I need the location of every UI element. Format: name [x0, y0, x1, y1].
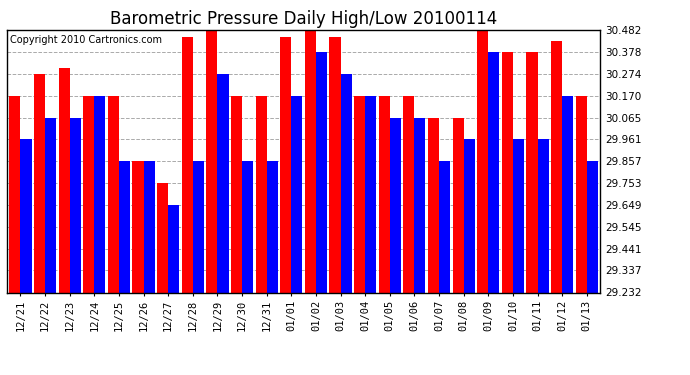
Bar [415, 118, 426, 292]
Bar [365, 96, 376, 292]
Title: Barometric Pressure Daily High/Low 20100114: Barometric Pressure Daily High/Low 20100… [110, 10, 497, 28]
Bar [45, 118, 56, 292]
Bar [83, 96, 95, 292]
Bar [538, 140, 549, 292]
Bar [502, 52, 513, 292]
Bar [316, 52, 327, 292]
Bar [562, 96, 573, 292]
Bar [10, 96, 21, 292]
Bar [242, 161, 253, 292]
Bar [354, 96, 365, 292]
Bar [119, 161, 130, 292]
Bar [291, 96, 302, 292]
Bar [168, 205, 179, 292]
Bar [404, 96, 415, 292]
Bar [439, 161, 450, 292]
Bar [266, 161, 278, 292]
Bar [390, 118, 401, 292]
Bar [586, 161, 598, 292]
Bar [108, 96, 119, 292]
Bar [464, 140, 475, 292]
Bar [329, 37, 341, 292]
Bar [144, 161, 155, 292]
Bar [379, 96, 390, 292]
Bar [157, 183, 168, 292]
Bar [341, 74, 352, 292]
Bar [217, 74, 228, 292]
Bar [70, 118, 81, 292]
Bar [255, 96, 266, 292]
Bar [526, 52, 538, 292]
Text: Copyright 2010 Cartronics.com: Copyright 2010 Cartronics.com [10, 35, 162, 45]
Bar [193, 161, 204, 292]
Bar [280, 37, 291, 292]
Bar [551, 41, 562, 292]
Bar [477, 30, 489, 292]
Bar [575, 96, 586, 292]
Bar [21, 140, 32, 292]
Bar [513, 140, 524, 292]
Bar [305, 30, 316, 292]
Bar [95, 96, 106, 292]
Bar [34, 74, 45, 292]
Bar [206, 30, 217, 292]
Bar [489, 52, 500, 292]
Bar [231, 96, 242, 292]
Bar [453, 118, 464, 292]
Bar [181, 37, 193, 292]
Bar [132, 161, 144, 292]
Bar [59, 68, 70, 292]
Bar [428, 118, 439, 292]
